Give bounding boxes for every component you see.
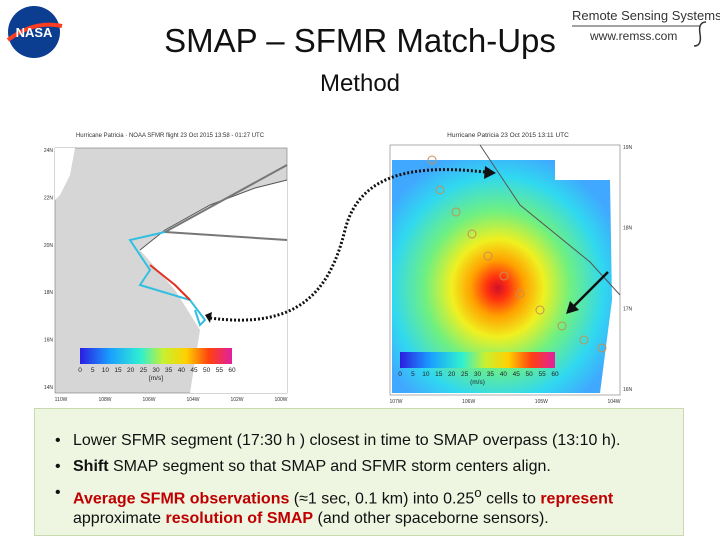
right-map-title: Hurricane Patricia 23 Oct 2015 13:11 UTC (447, 132, 569, 139)
colorbar-tick: 20 (448, 371, 456, 378)
bullet-text: Lower SFMR segment (17:30 h ) closest in… (73, 432, 621, 449)
lon-label: 102W (230, 397, 243, 403)
lat-label: 22N (44, 195, 54, 201)
lon-label: 104W (607, 399, 620, 405)
lon-label: 104W (186, 397, 199, 403)
lon-label: 107W (389, 399, 402, 405)
lon-label: 100W (274, 397, 287, 403)
bullet: Lower SFMR segment (17:30 h ) closest in… (55, 431, 671, 451)
colorbar-tick: 50 (203, 367, 211, 374)
bullet-box: Lower SFMR segment (17:30 h ) closest in… (34, 408, 684, 536)
colorbar-tick: 55 (538, 371, 546, 378)
left-map-sea (55, 148, 75, 200)
pointer-arrow (571, 271, 609, 309)
lon-label: 106W (142, 397, 155, 403)
colorbar-tick: 0 (78, 367, 82, 374)
colorbar-tick: 5 (411, 371, 415, 378)
arrow-head (566, 301, 579, 314)
logo-swoosh (6, 22, 63, 42)
bullet-text: Average SFMR observations (73, 490, 290, 508)
sfmr-peak (149, 264, 191, 301)
bullet-text: (and other spaceborne sensors). (313, 510, 549, 528)
lat-label: 20N (44, 243, 54, 249)
bullet-text: o (474, 485, 482, 500)
colorbar-tick: 45 (190, 367, 198, 374)
bullet-text: approximate (73, 510, 166, 528)
bullet-text: represent (540, 490, 614, 508)
colorbar-tick: 30 (474, 371, 482, 378)
right-colorbar (400, 352, 555, 368)
org-icon (693, 21, 707, 47)
lat-label: 16N (623, 387, 633, 393)
coastline (479, 144, 621, 296)
colorbar-tick: 25 (140, 367, 148, 374)
colorbar-tick: 35 (487, 371, 495, 378)
bullet-text: (≈1 sec, 0.1 km) into 0.25 (289, 490, 475, 508)
lon-label: 105W (535, 399, 548, 405)
colorbar-tick: 35 (165, 367, 173, 374)
colorbar-tick: 45 (513, 371, 521, 378)
org-name: Remote Sensing Systems (572, 8, 720, 23)
flight-track (164, 164, 288, 241)
lat-label: 16N (44, 338, 54, 344)
nasa-logo (8, 6, 60, 58)
colorbar-tick: 40 (500, 371, 508, 378)
bullet: Shift SMAP segment so that SMAP and SFMR… (55, 457, 671, 477)
colorbar-unit: [m/s] (149, 375, 163, 382)
bullet: Average SFMR observations (≈1 sec, 0.1 k… (55, 483, 671, 529)
lon-label: 106W (462, 399, 475, 405)
colorbar-tick: 15 (435, 371, 443, 378)
lat-label: 24N (44, 148, 54, 154)
slide-subtitle: Method (319, 70, 401, 97)
slide-title: SMAP – SFMR Match-Ups (164, 22, 556, 59)
colorbar-tick: 60 (551, 371, 559, 378)
wind-field (392, 160, 612, 393)
logo-text: NASA (16, 25, 53, 40)
colorbar-unit: (m/s) (470, 379, 485, 386)
colorbar-tick: 0 (398, 371, 402, 378)
bullet-text: resolution of SMAP (165, 510, 314, 528)
sfmr-track (128, 231, 207, 327)
colorbar-tick: 10 (422, 371, 430, 378)
lat-label: 19N (623, 145, 633, 151)
lat-label: 18N (44, 290, 54, 296)
bullet-text: cells to (481, 490, 541, 508)
colorbar-tick: 40 (178, 367, 186, 374)
arrow-head (484, 166, 496, 179)
lat-label: 14N (44, 385, 54, 391)
colorbar-tick: 60 (228, 367, 236, 374)
colorbar-tick: 50 (526, 371, 534, 378)
colorbar-tick: 15 (114, 367, 122, 374)
lat-label: 18N (623, 226, 633, 232)
bullet-text: Shift (73, 458, 109, 475)
coastline (139, 179, 288, 251)
smap-segment (427, 155, 607, 353)
bullet-text: SMAP segment so that SMAP and SFMR storm… (108, 458, 551, 475)
colorbar-tick: 5 (91, 367, 95, 374)
left-colorbar (80, 348, 232, 364)
colorbar-tick: 30 (152, 367, 160, 374)
colorbar-tick: 10 (102, 367, 110, 374)
lon-label: 110W (55, 397, 68, 403)
lat-label: 17N (623, 306, 633, 312)
colorbar-tick: 20 (127, 367, 135, 374)
arrow-head (205, 312, 212, 323)
org-url: www.remss.com (589, 29, 677, 43)
colorbar-tick: 25 (461, 371, 469, 378)
lon-label: 108W (98, 397, 111, 403)
left-map-title: Hurricane Patricia · NOAA SFMR flight 23… (76, 133, 265, 139)
colorbar-tick: 55 (216, 367, 224, 374)
